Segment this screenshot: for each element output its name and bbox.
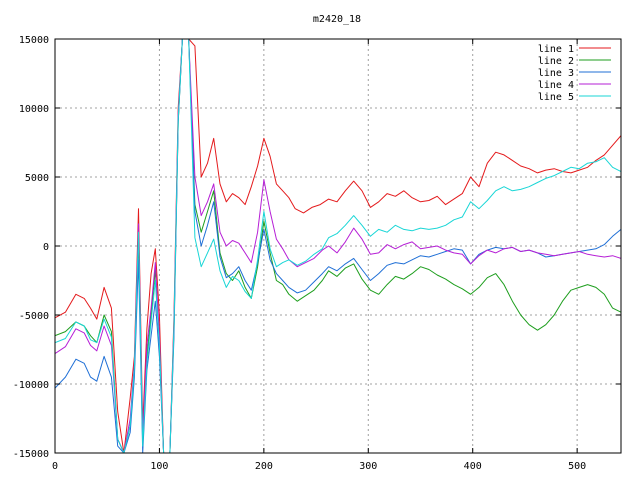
chart-title: m2420_18 [313, 14, 361, 25]
x-tick-label: 500 [568, 461, 586, 472]
series-layer [55, 39, 621, 453]
grid [55, 39, 621, 453]
y-tick-label: -5000 [19, 311, 49, 322]
series-line-1 [55, 39, 621, 453]
x-tick-label: 200 [255, 461, 273, 472]
x-tick-label: 0 [52, 461, 58, 472]
legend-label-5: line 5 [538, 92, 574, 103]
legend-label-3: line 3 [538, 68, 574, 79]
y-tick-label: 5000 [25, 173, 49, 184]
y-tick-label: 15000 [19, 35, 49, 46]
axis-ticks: 0 100 200 300 400 500 -15000 -10000 -5000 0 5000 10… [13, 35, 621, 472]
legend-label-1: line 1 [538, 44, 574, 55]
y-tick-label: -10000 [13, 380, 49, 391]
x-tick-label: 100 [150, 461, 168, 472]
x-tick-label: 300 [359, 461, 377, 472]
y-tick-label: -15000 [13, 449, 49, 460]
x-tick-label: 400 [464, 461, 482, 472]
legend-label-2: line 2 [538, 56, 574, 67]
series-line-4 [55, 39, 621, 453]
series-line-5 [55, 39, 621, 453]
y-tick-label: 10000 [19, 104, 49, 115]
legend-label-4: line 4 [538, 80, 574, 91]
y-tick-label: 0 [43, 242, 49, 253]
